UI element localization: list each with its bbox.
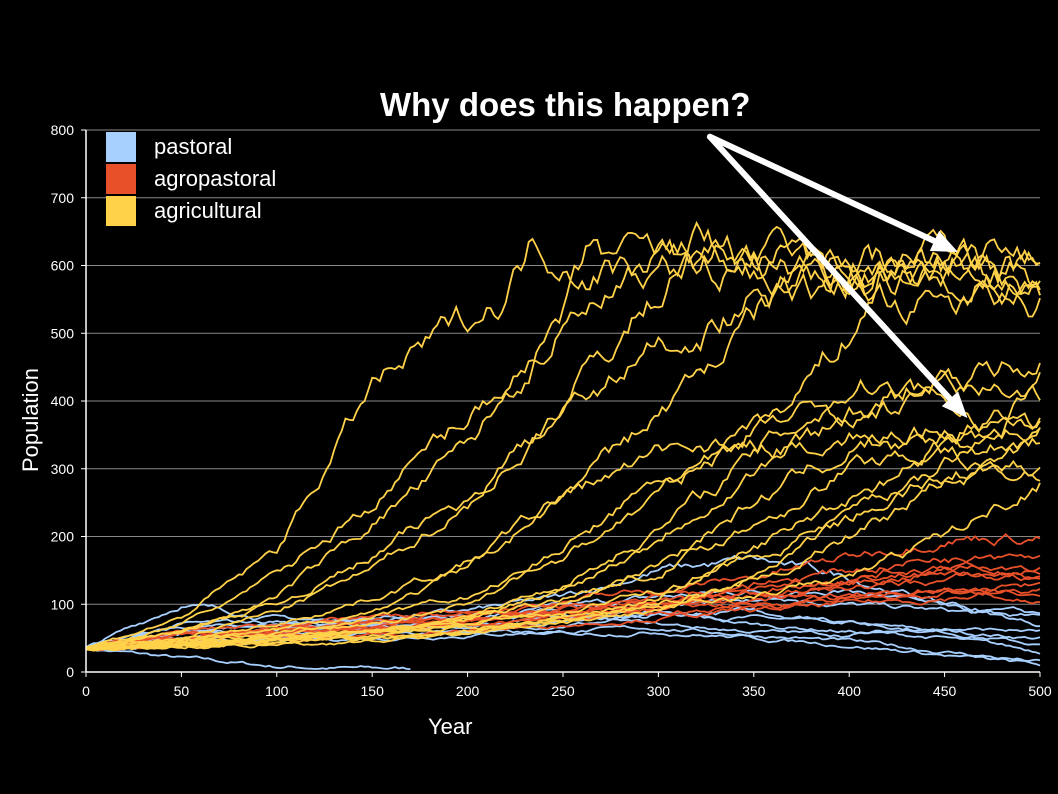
annotation-arrow-shaft-1 (706, 133, 953, 402)
annotation-arrow-shaft-0 (706, 133, 938, 245)
annotation-arrow-head-0 (929, 231, 958, 252)
series-pastoral-8 (85, 618, 1041, 667)
series-layer (85, 220, 1041, 670)
y-tick-label-400: 400 (51, 393, 75, 409)
x-tick-label-500: 500 (1028, 683, 1052, 699)
series-agricultural-2 (85, 220, 1041, 650)
legend-swatch-pastoral (106, 132, 136, 162)
y-tick-label-300: 300 (51, 461, 75, 477)
x-tick-label-400: 400 (838, 683, 862, 699)
series-agricultural-17 (85, 460, 1041, 652)
chart-title: Why does this happen? (380, 86, 751, 123)
series-agricultural-1 (85, 225, 1041, 650)
x-tick-label-100: 100 (265, 683, 289, 699)
axes: 0 100 200 300 400 500 600 700 800 0 50 100 150 200 250… (51, 122, 1052, 699)
x-tick-label-50: 50 (174, 683, 190, 699)
legend-swatch-agricultural (106, 196, 136, 226)
y-tick-label-0: 0 (66, 664, 74, 680)
legend-item-agropastoral: agropastoral (106, 163, 276, 195)
x-tick-label-450: 450 (933, 683, 957, 699)
legend-item-pastoral: pastoral (106, 131, 276, 163)
series-agricultural-3 (85, 238, 1041, 651)
x-tick-label-200: 200 (456, 683, 480, 699)
series-agropastoral-2 (85, 532, 1041, 650)
x-tick-label-300: 300 (647, 683, 671, 699)
x-tick-label-250: 250 (551, 683, 575, 699)
legend-item-agricultural: agricultural (106, 195, 276, 227)
x-tick-label-350: 350 (742, 683, 766, 699)
series-agricultural-12 (85, 386, 1041, 650)
legend-label-agropastoral: agropastoral (154, 166, 277, 191)
series-agricultural-7 (85, 416, 1041, 652)
y-tick-label-800: 800 (51, 122, 75, 138)
series-agricultural-15 (85, 371, 1041, 650)
annotation-arrow-head-1 (941, 391, 968, 418)
annotation-arrows (706, 133, 968, 418)
legend: pastoral agropastoral agricultural (106, 131, 276, 227)
y-tick-label-200: 200 (51, 529, 75, 545)
series-agricultural-16 (85, 482, 1041, 649)
y-tick-label-100: 100 (51, 596, 75, 612)
x-axis-label: Year (428, 714, 473, 739)
legend-label-pastoral: pastoral (154, 134, 233, 159)
grid-lines (86, 129, 1040, 673)
y-tick-label-500: 500 (51, 325, 75, 341)
x-tick-label-150: 150 (361, 683, 385, 699)
series-agricultural-0 (85, 237, 1041, 649)
legend-swatch-agropastoral (106, 164, 136, 194)
series-pastoral-5 (85, 554, 1040, 651)
series-agropastoral-4 (85, 570, 1041, 650)
series-agricultural-11 (85, 264, 1041, 649)
series-pastoral-0 (85, 647, 411, 670)
series-agricultural-6 (85, 360, 1041, 650)
x-tick-label-0: 0 (82, 683, 90, 699)
y-axis-label: Population (18, 368, 43, 472)
legend-label-agricultural: agricultural (154, 198, 262, 223)
y-tick-label-700: 700 (51, 190, 75, 206)
y-tick-label-600: 600 (51, 258, 75, 274)
series-agricultural-14 (85, 238, 1041, 650)
